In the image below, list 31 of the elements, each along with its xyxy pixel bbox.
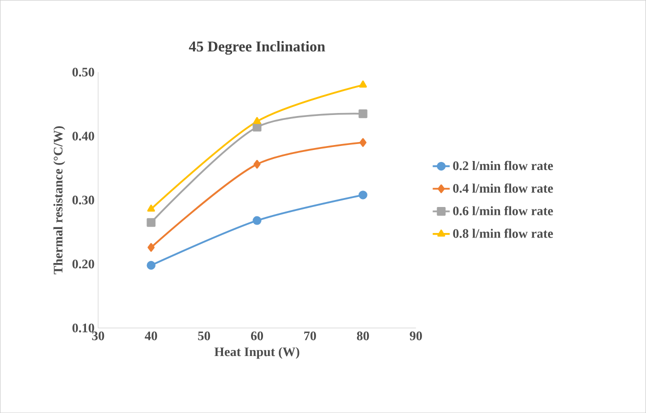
point [359,138,366,147]
y-tick-label: 0.30 [72,196,94,204]
point [358,190,368,200]
point [358,109,368,118]
x-tick-label: 50 [198,331,210,340]
chart-title: 45 Degree Inclination [188,40,326,55]
point [253,116,261,124]
point [252,122,262,132]
x-axis-title: Heat Input (W) [214,347,300,359]
x-tick-label: 30 [92,331,104,340]
legend-label: 0.4 l/min flow rate [453,183,553,193]
point [146,218,156,227]
y-axis-title: Thermal resistance (°C/W) [53,126,66,274]
point [252,216,262,225]
x-tick-label: 60 [251,331,264,340]
point [147,204,156,212]
legend-label: 0.8 l/min flow rate [453,228,553,238]
legend-label: 0.2 l/min flow rate [453,160,553,170]
x-tick-label: 70 [304,331,316,340]
y-tick-label: 0.20 [72,260,94,268]
x-tick-label: 80 [356,331,369,340]
point [254,160,261,169]
y-tick-label: 0.40 [72,132,94,140]
point [146,260,156,270]
x-tick-label: 40 [144,331,158,340]
y-tick-label: 0.10 [72,324,94,332]
x-tick-label: 90 [410,331,422,340]
legend-label: 0.6 l/min flow rate [453,206,553,216]
y-tick-label: 0.50 [72,68,94,76]
point [148,242,155,252]
point [359,80,367,88]
